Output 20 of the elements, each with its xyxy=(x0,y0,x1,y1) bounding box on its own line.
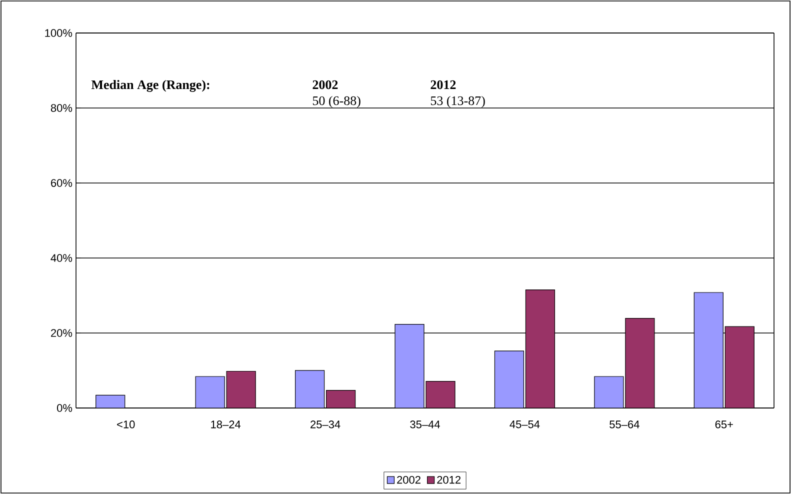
annotation: 2002 xyxy=(312,80,338,90)
annotation: 2012 xyxy=(430,80,456,90)
y-tick-label: 40% xyxy=(50,254,72,262)
legend-label: 2012 xyxy=(437,476,461,484)
y-tick-label: 100% xyxy=(45,29,72,37)
x-tick-label: 35–44 xyxy=(410,420,440,428)
x-tick-label: 55–64 xyxy=(610,420,640,428)
x-tick-label: <10 xyxy=(117,420,135,428)
x-tick-label: 45–54 xyxy=(510,420,540,428)
y-tick-label: 80% xyxy=(50,104,72,112)
legend-label: 2002 xyxy=(397,476,420,484)
x-tick-label: 18–24 xyxy=(211,420,241,428)
y-tick-label: 20% xyxy=(51,329,72,337)
annotation: 50 (6-88) xyxy=(312,96,360,108)
x-tick-label: 65+ xyxy=(715,420,733,428)
annotation: Median Age (Range): xyxy=(91,80,210,92)
x-tick-label: 25–34 xyxy=(310,420,340,428)
annotation: 53 (13-87) xyxy=(430,96,485,108)
y-tick-label: 0% xyxy=(57,404,72,412)
y-tick-label: 60% xyxy=(51,179,72,187)
